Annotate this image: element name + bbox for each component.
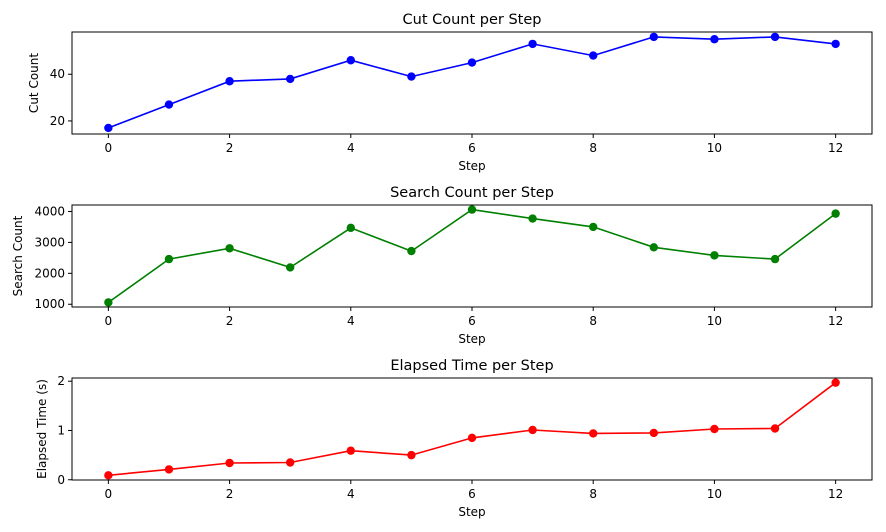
x-tick-label: 10 (707, 487, 722, 501)
x-tick-label: 6 (468, 314, 476, 328)
data-point (467, 205, 477, 214)
data-point (710, 35, 719, 44)
axes-frame (71, 204, 873, 308)
data-point (467, 433, 477, 443)
data-point (831, 209, 840, 218)
data-point (225, 458, 234, 468)
chart-title: Search Count per Step (390, 185, 554, 201)
x-tick-label: 8 (589, 141, 597, 155)
x-tick-label: 10 (707, 141, 722, 155)
series-line (107, 208, 837, 304)
data-point (649, 428, 659, 438)
y-tick-label: 40 (50, 67, 65, 81)
x-tick-label: 2 (226, 314, 234, 328)
subplot-cut-count: Cut Count per Step 0 2 4 6 8 10 12 20 40 Step Cu… (27, 12, 873, 173)
data-point (649, 32, 659, 42)
y-tick-label: 20 (50, 114, 65, 128)
data-point (225, 244, 234, 253)
y-tick-label: 1 (57, 423, 65, 437)
x-tick-label: 10 (707, 314, 722, 328)
data-point (467, 58, 477, 67)
data-point (831, 39, 840, 49)
y-tick-label: 1000 (34, 297, 65, 311)
data-point (770, 32, 780, 42)
data-point (346, 223, 355, 233)
x-tick-label: 6 (468, 141, 476, 155)
subplot-search-count: Search Count per Step 0 2 4 6 8 10 12 1000 2000 3… (11, 185, 873, 346)
series-line (108, 382, 837, 477)
x-tick-label: 6 (468, 487, 476, 501)
y-axis-label: Elapsed Time (s) (35, 379, 49, 479)
chart-title: Cut Count per Step (403, 12, 542, 28)
data-point (407, 246, 416, 256)
data-point (528, 425, 537, 435)
x-tick-label: 8 (589, 487, 597, 501)
y-tick-label: 4000 (34, 204, 65, 218)
axes-frame (71, 377, 873, 481)
axes-frame (71, 31, 873, 135)
x-tick-label: 12 (828, 314, 843, 328)
data-point (831, 378, 840, 387)
chart-title: Elapsed Time per Step (390, 358, 553, 374)
y-tick-label: 2000 (34, 266, 65, 280)
x-axis-label: Step (458, 159, 485, 173)
y-tick-label: 2 (57, 374, 65, 388)
data-point (164, 100, 174, 109)
data-point (346, 446, 355, 455)
plot-area: 0 2 4 6 8 10 12 20 40 (50, 32, 843, 155)
data-point (589, 51, 598, 60)
data-point (346, 56, 355, 65)
data-point (710, 424, 719, 434)
data-point (528, 39, 537, 49)
data-point (285, 74, 295, 84)
x-tick-label: 2 (226, 141, 234, 155)
data-point (770, 424, 780, 433)
x-tick-label: 0 (105, 314, 113, 328)
data-point (164, 254, 174, 264)
x-tick-label: 12 (828, 141, 843, 155)
data-point (770, 254, 780, 264)
x-axis-label: Step (458, 505, 485, 519)
x-tick-label: 2 (226, 487, 234, 501)
data-point (528, 214, 537, 223)
data-point (104, 471, 113, 480)
y-axis-label: Cut Count (27, 53, 41, 113)
x-tick-label: 12 (828, 487, 843, 501)
plot-area: 0 2 4 6 8 10 12 1000 2000 3000 4000 (34, 204, 843, 328)
data-point (164, 465, 174, 474)
x-tick-label: 0 (105, 141, 113, 155)
data-point (407, 450, 416, 460)
data-point (589, 222, 598, 232)
data-point (710, 251, 719, 260)
data-point (649, 243, 659, 252)
data-point (104, 298, 113, 307)
x-tick-label: 8 (589, 314, 597, 328)
x-axis-label: Step (458, 332, 485, 346)
y-axis-label: Search Count (11, 215, 25, 296)
x-tick-label: 4 (347, 141, 355, 155)
y-tick-label: 3000 (34, 235, 65, 249)
x-tick-label: 0 (105, 487, 113, 501)
x-tick-label: 4 (347, 487, 355, 501)
data-point (225, 77, 234, 86)
data-point (285, 263, 295, 272)
data-point (104, 123, 113, 133)
data-point (407, 72, 416, 81)
x-tick-label: 4 (347, 314, 355, 328)
data-point (589, 429, 598, 438)
series-line (108, 36, 836, 129)
y-tick-label: 0 (57, 473, 65, 487)
data-point (285, 458, 295, 467)
